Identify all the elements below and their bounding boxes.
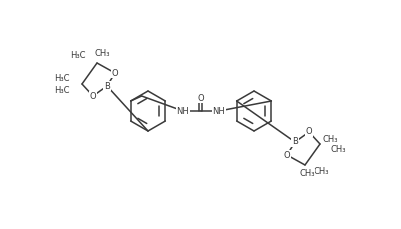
Text: NH: NH (176, 106, 189, 115)
Text: H₃C: H₃C (54, 74, 70, 82)
Text: O: O (197, 93, 204, 103)
Text: O: O (305, 128, 312, 136)
Text: CH₃: CH₃ (312, 167, 328, 177)
Text: O: O (89, 92, 96, 101)
Text: CH₃: CH₃ (330, 145, 345, 155)
Text: NH: NH (212, 106, 225, 115)
Text: O: O (111, 68, 118, 77)
Text: H₃C: H₃C (54, 85, 70, 95)
Text: O: O (283, 150, 290, 160)
Text: CH₃: CH₃ (322, 134, 337, 144)
Text: CH₃: CH₃ (298, 169, 314, 178)
Text: B: B (104, 82, 109, 90)
Text: H₃C: H₃C (70, 51, 85, 60)
Text: CH₃: CH₃ (94, 49, 109, 57)
Text: B: B (292, 137, 297, 147)
